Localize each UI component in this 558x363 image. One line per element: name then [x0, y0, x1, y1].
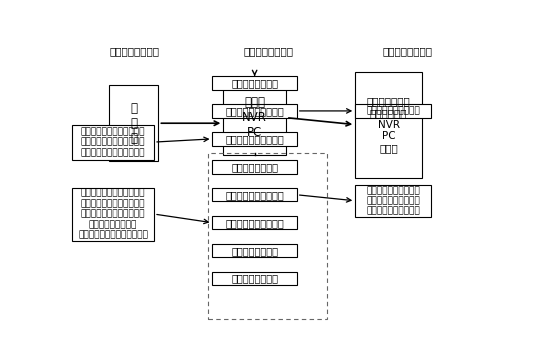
FancyBboxPatch shape [213, 104, 297, 118]
FancyBboxPatch shape [213, 160, 297, 174]
Text: 视频数据采集设备: 视频数据采集设备 [109, 46, 160, 56]
Text: 视频画面处理器
矩阵切换主机
NVR
PC
报警器: 视频画面处理器 矩阵切换主机 NVR PC 报警器 [367, 97, 411, 153]
Text: 火焰静态特征提取模块: 火焰静态特征提取模块 [225, 106, 284, 116]
Text: 运动前景提取模块: 运动前景提取模块 [231, 78, 278, 88]
FancyBboxPatch shape [109, 86, 158, 161]
FancyBboxPatch shape [213, 244, 297, 257]
Text: 烟雾形状变化特征检测单元
烟雾面积变化特征检测单元
烟雾亮度变化特征检测单元
发烟点不变检测单元
烟雾主运动方向特征检测单元: 烟雾形状变化特征检测单元 烟雾面积变化特征检测单元 烟雾亮度变化特征检测单元 发… [78, 189, 148, 239]
FancyBboxPatch shape [355, 185, 431, 217]
Text: 火焰形状变化特征检测单元
火焰面积变化特征检测单元
火焰亮度变化特征检测单元: 火焰形状变化特征检测单元 火焰面积变化特征检测单元 火焰亮度变化特征检测单元 [81, 127, 145, 157]
Text: 烟雾报警决策模块: 烟雾报警决策模块 [231, 246, 278, 256]
Text: 摄
像
机: 摄 像 机 [130, 102, 137, 145]
Text: 烟雾静态特征提取模块: 烟雾静态特征提取模块 [225, 190, 284, 200]
FancyBboxPatch shape [355, 104, 431, 118]
FancyBboxPatch shape [213, 132, 297, 146]
FancyBboxPatch shape [72, 188, 154, 241]
Text: 烟火报警决策模块: 烟火报警决策模块 [231, 274, 278, 284]
FancyBboxPatch shape [213, 272, 297, 285]
Text: 烟雾动态特征报警模块: 烟雾动态特征报警模块 [225, 218, 284, 228]
Text: 火焰动态特征提取模块: 火焰动态特征提取模块 [225, 134, 284, 144]
Text: 摄像机
NVR
PC: 摄像机 NVR PC [242, 96, 267, 139]
FancyBboxPatch shape [355, 72, 422, 178]
FancyBboxPatch shape [213, 76, 297, 90]
Text: 烟雾颜色特征检测单元
烟雾占比特征检测单元
烟雾形状特征检测单元: 烟雾颜色特征检测单元 烟雾占比特征检测单元 烟雾形状特征检测单元 [366, 186, 420, 216]
FancyBboxPatch shape [72, 125, 154, 160]
FancyBboxPatch shape [213, 188, 297, 201]
Text: 信号接收处理设备: 信号接收处理设备 [382, 46, 432, 56]
Text: 火焰报警决策模块: 火焰报警决策模块 [231, 162, 278, 172]
Text: 视频数据处理设备: 视频数据处理设备 [244, 46, 294, 56]
Text: 火焰颜色特征检测单元: 火焰颜色特征检测单元 [366, 106, 420, 115]
FancyBboxPatch shape [223, 80, 286, 155]
FancyBboxPatch shape [213, 216, 297, 229]
